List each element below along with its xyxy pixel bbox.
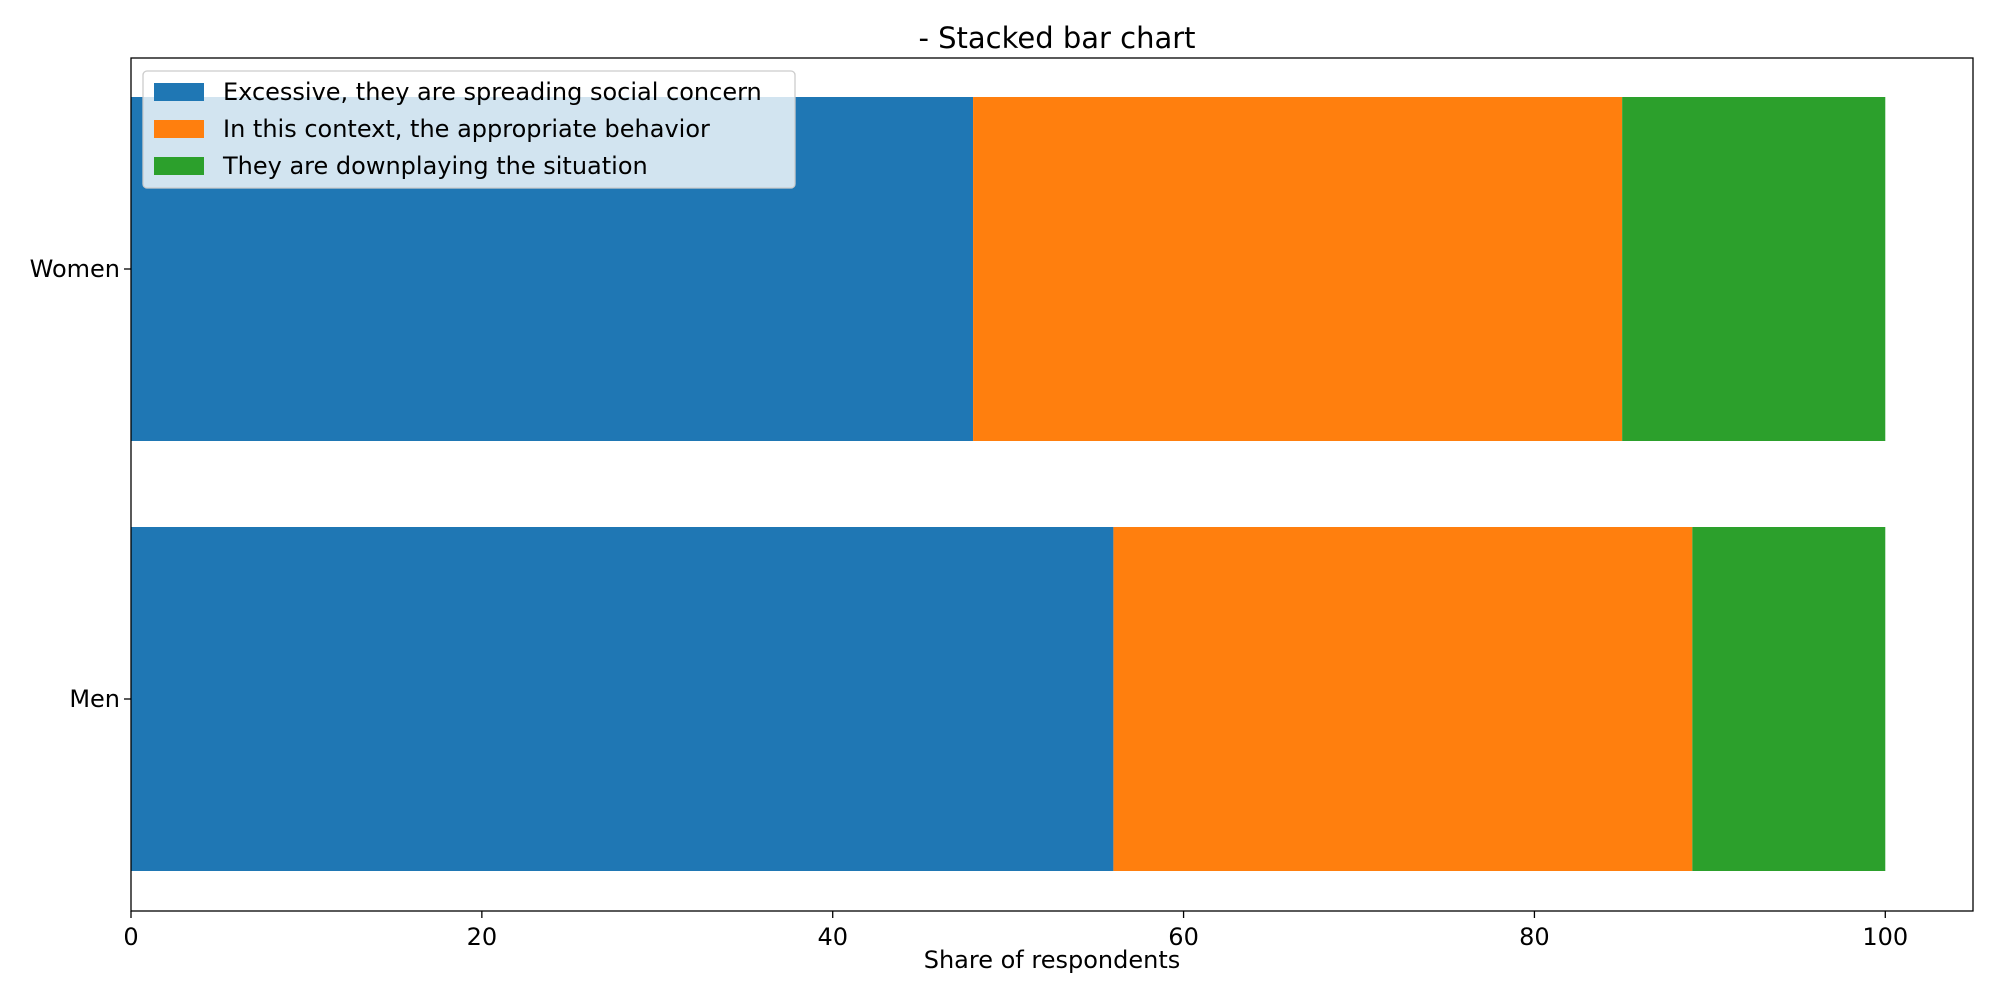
bar-men-series-3 <box>1692 527 1886 871</box>
bar-women-series-2 <box>973 97 1623 441</box>
legend-swatch <box>154 157 204 175</box>
legend-swatch <box>154 120 204 138</box>
bar-men-series-2 <box>1113 527 1693 871</box>
x-tick-label: 40 <box>817 923 848 951</box>
legend-box <box>142 70 796 189</box>
bar-women-series-3 <box>1622 97 1886 441</box>
x-axis-label: Share of respondents <box>924 946 1181 974</box>
x-tick-label: 100 <box>1862 923 1908 951</box>
bar-men-series-1 <box>131 527 1114 871</box>
x-tick-label: 0 <box>123 923 138 951</box>
legend-label: They are downplaying the situation <box>222 152 648 180</box>
legend-label: In this context, the appropriate behavio… <box>223 115 710 143</box>
x-tick-label: 60 <box>1168 923 1199 951</box>
y-tick-label: Women <box>30 255 120 283</box>
y-axis: Women Men <box>30 255 131 713</box>
legend-label: Excessive, they are spreading social con… <box>223 78 762 106</box>
legend: Excessive, they are spreading social con… <box>142 70 796 189</box>
x-axis: 0 20 40 60 80 100 <box>123 911 1908 951</box>
x-tick-label: 20 <box>467 923 498 951</box>
y-tick-label: Men <box>69 685 120 713</box>
plot-area-frame <box>130 57 1974 912</box>
legend-swatch <box>154 83 204 101</box>
bars <box>131 97 1886 871</box>
x-tick-label: 80 <box>1519 923 1550 951</box>
chart-title: - Stacked bar chart <box>918 21 1195 55</box>
